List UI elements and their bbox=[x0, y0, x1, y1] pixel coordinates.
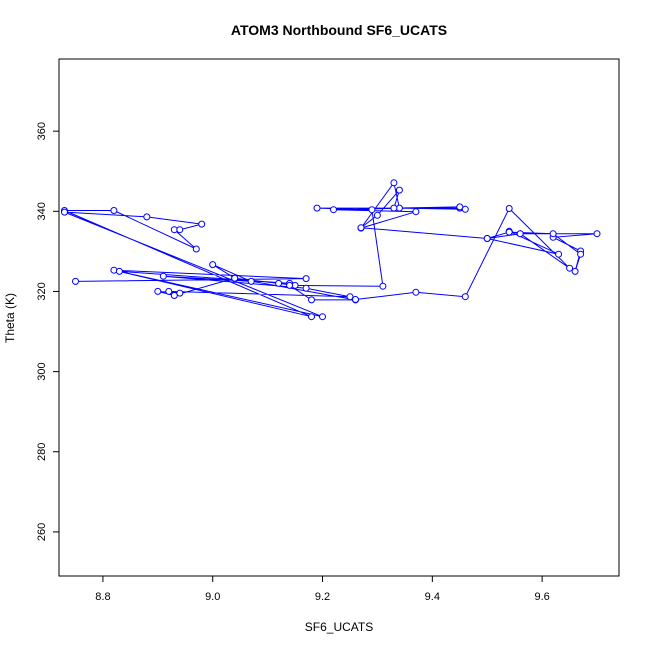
data-point bbox=[330, 206, 337, 214]
data-point bbox=[379, 282, 387, 290]
data-point bbox=[275, 279, 283, 287]
data-point bbox=[170, 292, 178, 299]
x-axis: 8.8 9.0 9.2 9.4 9.6 bbox=[95, 576, 550, 603]
data-point bbox=[209, 261, 217, 269]
data-point bbox=[176, 226, 184, 234]
data-point bbox=[390, 179, 398, 187]
data-point bbox=[247, 277, 255, 285]
data-point bbox=[456, 203, 464, 211]
y-axis-label: Theta (K) bbox=[3, 293, 17, 343]
y-tick-label: 280 bbox=[36, 443, 48, 461]
data-point bbox=[352, 296, 359, 303]
data-point bbox=[516, 230, 524, 238]
data-point bbox=[461, 293, 469, 301]
y-tick-label: 300 bbox=[36, 362, 48, 380]
data-point bbox=[61, 208, 68, 216]
data-point bbox=[593, 230, 601, 238]
data-point bbox=[154, 287, 162, 295]
data-point bbox=[302, 275, 310, 283]
data-point bbox=[115, 267, 123, 275]
y-tick-label: 340 bbox=[36, 202, 48, 220]
y-tick-label: 360 bbox=[36, 122, 48, 140]
y-tick-label: 260 bbox=[36, 523, 48, 541]
data-point bbox=[346, 293, 354, 301]
data-point bbox=[577, 250, 585, 258]
data-point bbox=[231, 274, 239, 282]
data-point bbox=[412, 208, 420, 216]
chart-title: ATOM3 Northbound SF6_UCATS bbox=[231, 22, 447, 38]
x-tick-label: 9.2 bbox=[315, 591, 330, 603]
data-point bbox=[505, 228, 513, 236]
x-axis-label: SF6_UCATS bbox=[305, 620, 373, 634]
data-point bbox=[159, 272, 167, 280]
data-point bbox=[192, 245, 200, 253]
data-point bbox=[373, 211, 381, 219]
series-line bbox=[64, 181, 598, 318]
data-point bbox=[390, 204, 398, 212]
plot-frame bbox=[58, 58, 620, 577]
x-tick-label: 9.4 bbox=[425, 591, 440, 603]
data-point bbox=[368, 206, 376, 214]
data-point bbox=[412, 288, 420, 296]
data-point bbox=[308, 313, 315, 321]
data-point bbox=[555, 250, 563, 258]
data-point bbox=[571, 267, 579, 275]
data-point bbox=[110, 207, 118, 214]
data-point bbox=[319, 313, 326, 321]
x-tick-label: 9.6 bbox=[534, 591, 549, 603]
data-point bbox=[357, 224, 365, 232]
data-point bbox=[483, 235, 491, 242]
data-point bbox=[110, 266, 118, 274]
data-point bbox=[308, 296, 315, 304]
data-point bbox=[165, 287, 173, 295]
data-point bbox=[198, 220, 206, 228]
data-point bbox=[72, 277, 79, 285]
data-point bbox=[313, 204, 321, 212]
data-point bbox=[549, 230, 557, 238]
data-point bbox=[286, 281, 294, 289]
y-axis: 260 280 300 320 340 360 bbox=[36, 122, 59, 541]
data-point bbox=[143, 213, 151, 221]
x-tick-label: 8.8 bbox=[95, 591, 110, 603]
y-tick-label: 320 bbox=[36, 282, 48, 300]
series-layer bbox=[61, 179, 601, 321]
x-tick-label: 9.0 bbox=[205, 591, 220, 603]
data-point bbox=[566, 264, 574, 272]
data-point bbox=[505, 205, 513, 212]
data-point bbox=[395, 186, 403, 194]
data-point bbox=[302, 284, 310, 292]
